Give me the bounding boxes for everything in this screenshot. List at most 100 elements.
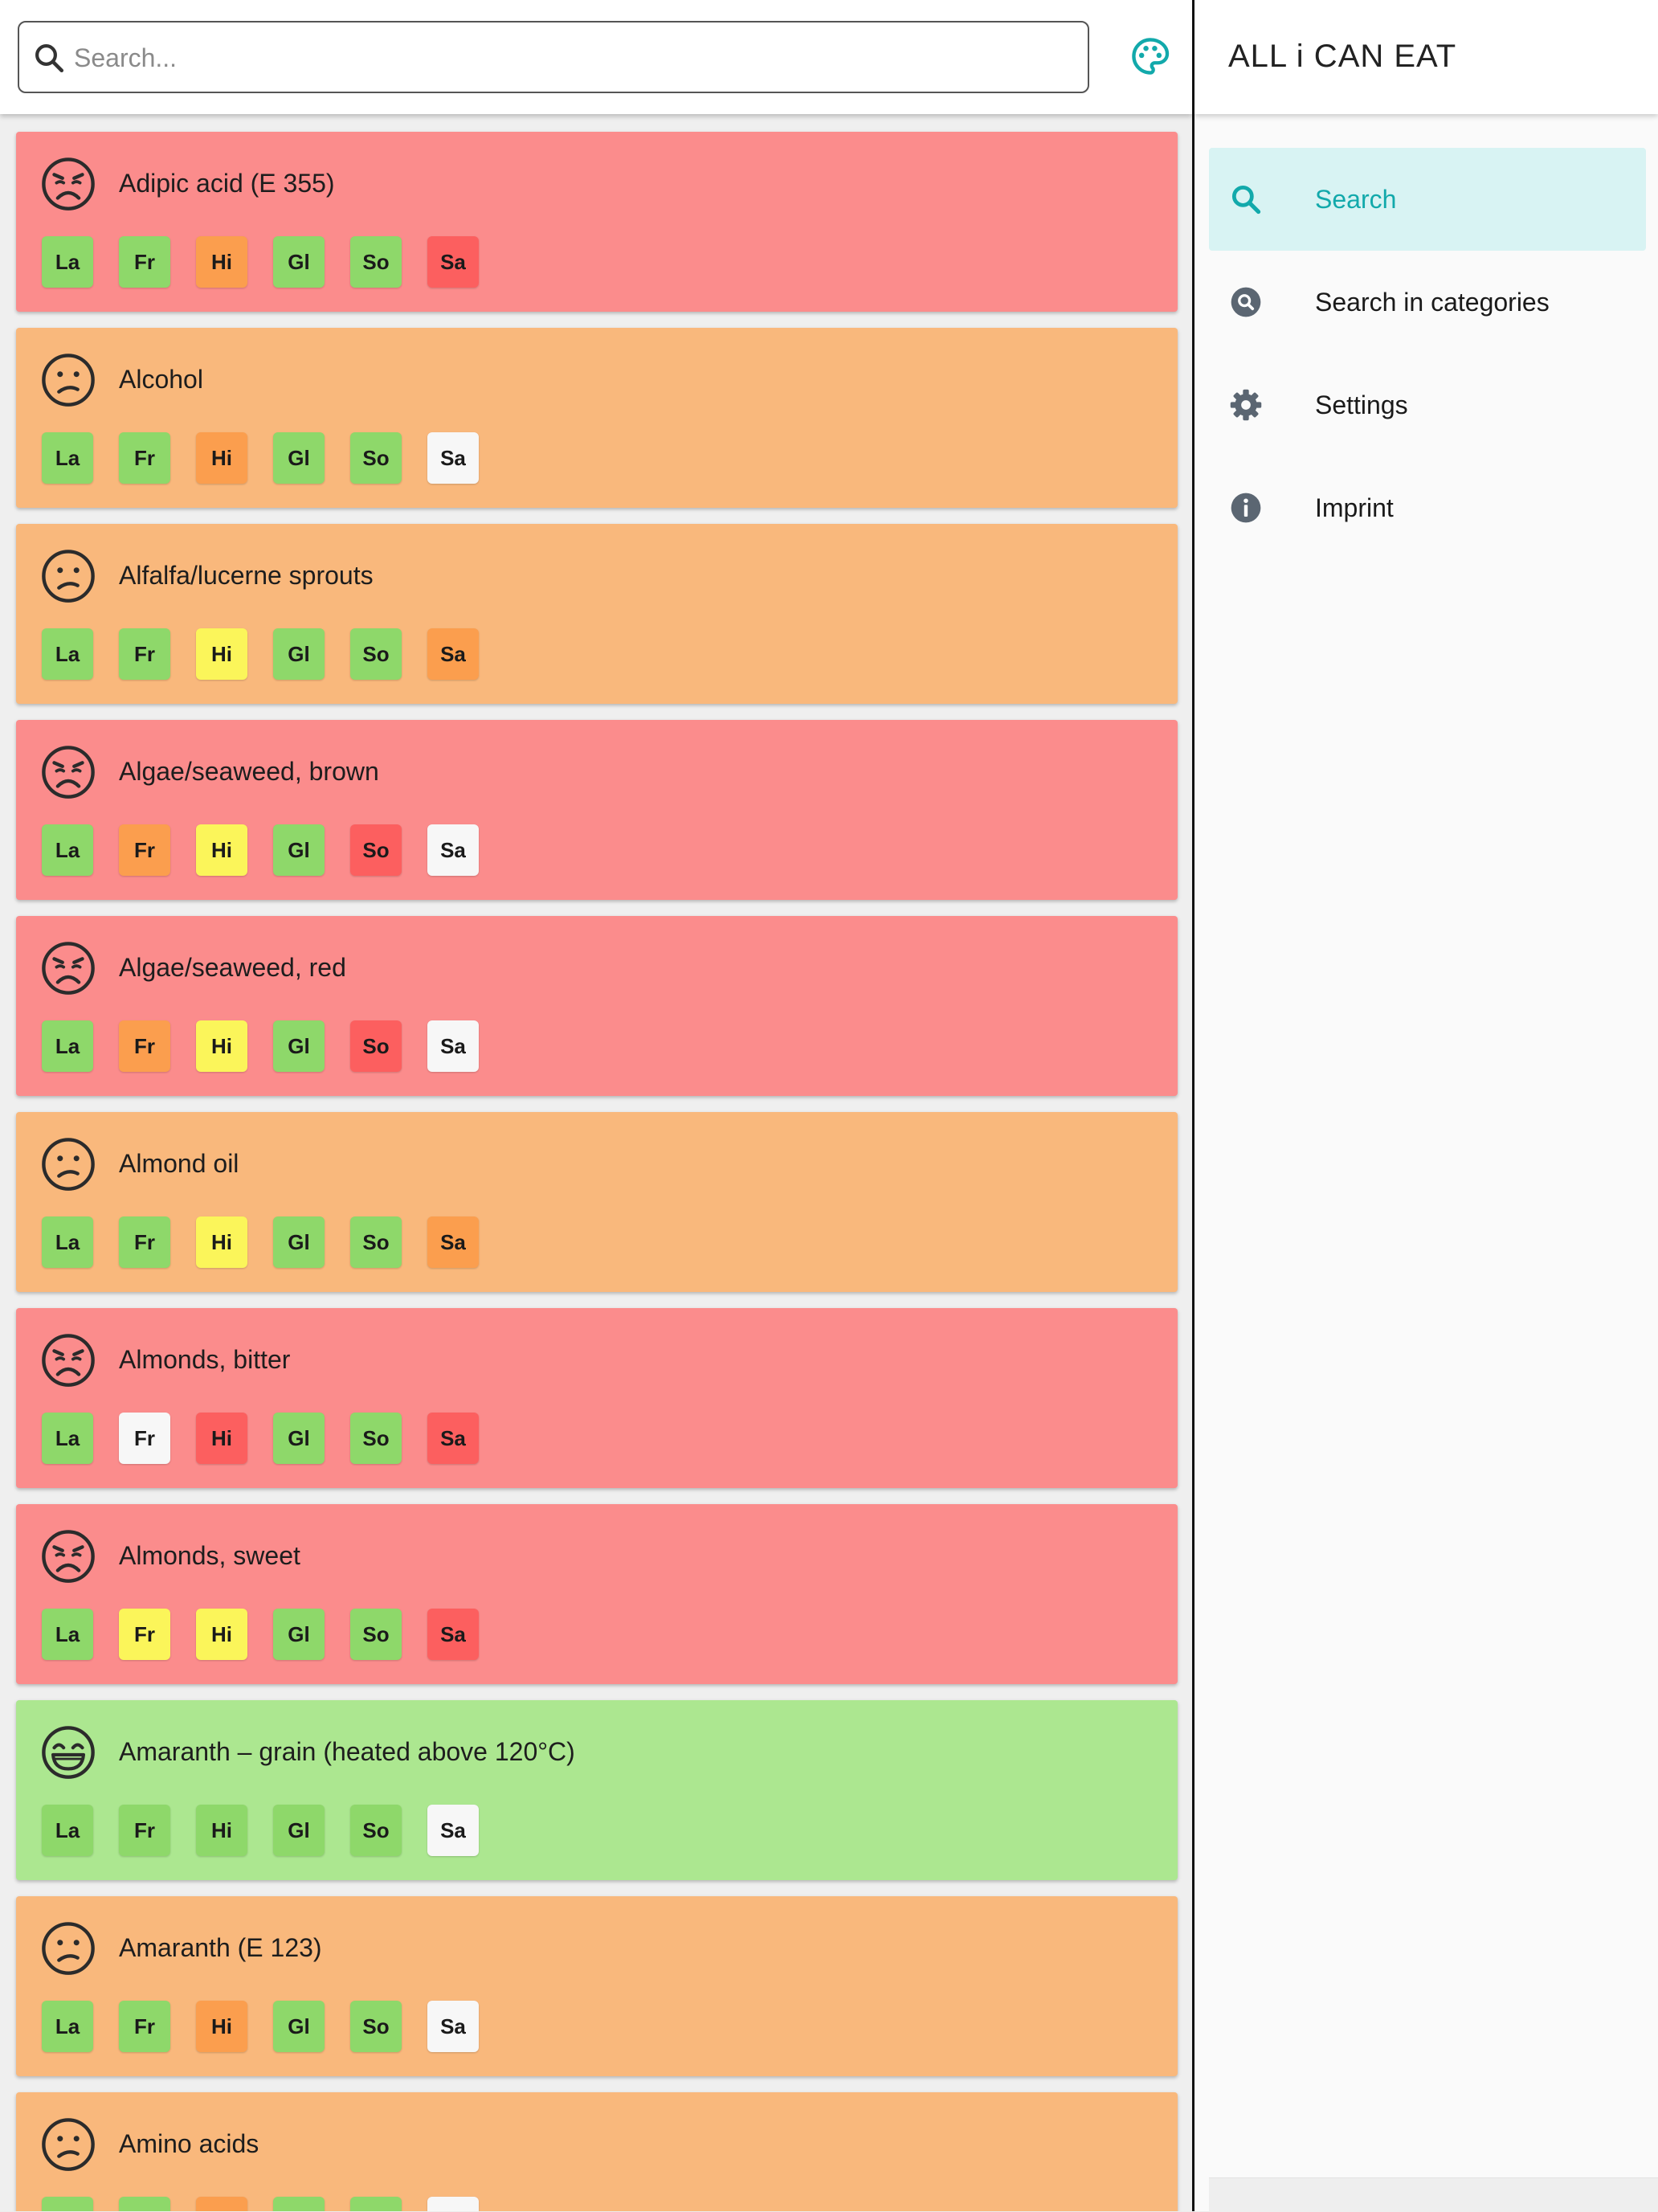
navigation-drawer: ALL i CAN EAT Search Search in categorie… <box>1194 0 1658 2212</box>
food-name: Almonds, sweet <box>119 1541 300 1570</box>
food-list: Adipic acid (E 355) La Fr Hi Gl So Sa Alcohol La… <box>16 132 1178 2211</box>
intolerance-badge: Hi <box>196 824 247 876</box>
food-card[interactable]: Amino acids La Fr Hi Gl So Sa <box>16 2092 1178 2211</box>
menu-item-search[interactable]: Search <box>1209 148 1646 251</box>
intolerance-badge: La <box>42 824 93 876</box>
menu-item-label: Imprint <box>1315 493 1394 522</box>
intolerance-badge: Hi <box>196 1805 247 1856</box>
intolerance-badge: So <box>350 236 402 288</box>
food-card[interactable]: Alfalfa/lucerne sprouts La Fr Hi Gl So Sa <box>16 524 1178 704</box>
intolerance-badge: Gl <box>273 1609 325 1660</box>
info-icon <box>1231 493 1261 523</box>
gear-icon <box>1230 389 1262 421</box>
confused-face-icon <box>42 550 95 603</box>
food-card[interactable]: Almonds, bitter La Fr Hi Gl So Sa <box>16 1308 1178 1488</box>
intolerance-badge: Gl <box>273 824 325 876</box>
intolerance-badge: Hi <box>196 1609 247 1660</box>
menu-item-imprint[interactable]: Imprint <box>1209 456 1646 559</box>
food-card[interactable]: Algae/seaweed, red La Fr Hi Gl So Sa <box>16 916 1178 1096</box>
intolerance-badges: La Fr Hi Gl So Sa <box>42 1609 504 1662</box>
menu-item-label: Search in categories <box>1315 288 1550 317</box>
intolerance-badge: Sa <box>427 1413 479 1464</box>
intolerance-badges: La Fr Hi Gl So Sa <box>42 1216 504 1270</box>
intolerance-badge: Sa <box>427 1216 479 1268</box>
confused-face-icon <box>42 1138 95 1191</box>
menu-item-settings[interactable]: Settings <box>1209 354 1646 456</box>
intolerance-badge: Fr <box>119 432 170 484</box>
food-card[interactable]: Alcohol La Fr Hi Gl So Sa <box>16 328 1178 508</box>
food-name: Amino acids <box>119 2129 259 2158</box>
intolerance-badge: Hi <box>196 2197 247 2211</box>
intolerance-badge: Fr <box>119 1020 170 1072</box>
food-card[interactable]: Amaranth – grain (heated above 120°C) La F… <box>16 1700 1178 1880</box>
intolerance-badges: La Fr Hi Gl So Sa <box>42 628 504 681</box>
food-card[interactable]: Almonds, sweet La Fr Hi Gl So Sa <box>16 1504 1178 1684</box>
food-card[interactable]: Algae/seaweed, brown La Fr Hi Gl So Sa <box>16 720 1178 900</box>
intolerance-badge: La <box>42 2001 93 2052</box>
intolerance-badge: Gl <box>273 1216 325 1268</box>
distressed-face-icon <box>42 1334 95 1387</box>
search-field[interactable] <box>18 21 1089 93</box>
menu-item-search-categories[interactable]: Search in categories <box>1209 251 1646 354</box>
intolerance-badge: Sa <box>427 1020 479 1072</box>
intolerance-badge: Gl <box>273 628 325 680</box>
intolerance-badge: Fr <box>119 1216 170 1268</box>
menu-item-label: Settings <box>1315 390 1408 419</box>
intolerance-badges: La Fr Hi Gl So Sa <box>42 236 504 289</box>
intolerance-badges: La Fr Hi Gl So Sa <box>42 2001 504 2054</box>
intolerance-badge: Fr <box>119 628 170 680</box>
food-list-pane: Adipic acid (E 355) La Fr Hi Gl So Sa Alcohol La… <box>0 0 1192 2211</box>
confused-face-icon <box>42 354 95 407</box>
intolerance-badge: So <box>350 824 402 876</box>
food-name: Alfalfa/lucerne sprouts <box>119 561 374 590</box>
distressed-face-icon <box>42 746 95 799</box>
intolerance-badge: Fr <box>119 2001 170 2052</box>
food-card[interactable]: Amaranth (E 123) La Fr Hi Gl So Sa <box>16 1896 1178 2076</box>
intolerance-badge: Fr <box>119 2197 170 2211</box>
intolerance-badges: La Fr Hi Gl So Sa <box>42 1413 504 1466</box>
intolerance-badge: Sa <box>427 2197 479 2211</box>
food-name: Amaranth – grain (heated above 120°C) <box>119 1737 575 1766</box>
intolerance-badges: La Fr Hi Gl So Sa <box>42 824 504 877</box>
food-card[interactable]: Almond oil La Fr Hi Gl So Sa <box>16 1112 1178 1292</box>
intolerance-badge: Gl <box>273 2001 325 2052</box>
food-card[interactable]: Adipic acid (E 355) La Fr Hi Gl So Sa <box>16 132 1178 312</box>
intolerance-badges: La Fr Hi Gl So Sa <box>42 2197 504 2211</box>
intolerance-badge: Fr <box>119 1805 170 1856</box>
happy-face-icon <box>42 1726 95 1779</box>
intolerance-badge: La <box>42 1216 93 1268</box>
intolerance-badge: La <box>42 432 93 484</box>
food-name: Almonds, bitter <box>119 1345 291 1374</box>
food-name: Adipic acid (E 355) <box>119 169 335 198</box>
intolerance-badges: La Fr Hi Gl So Sa <box>42 1805 504 1858</box>
intolerance-badge: La <box>42 1413 93 1464</box>
intolerance-badge: La <box>42 1805 93 1856</box>
intolerance-badge: Fr <box>119 824 170 876</box>
intolerance-badge: Hi <box>196 628 247 680</box>
food-name: Algae/seaweed, red <box>119 953 346 982</box>
intolerance-badge: So <box>350 1805 402 1856</box>
intolerance-badge: So <box>350 1216 402 1268</box>
search-icon <box>35 44 64 73</box>
intolerance-badge: La <box>42 1020 93 1072</box>
intolerance-badge: La <box>42 1609 93 1660</box>
confused-face-icon <box>42 2118 95 2171</box>
intolerance-badge: Gl <box>273 1413 325 1464</box>
intolerance-badge: So <box>350 2197 402 2211</box>
search-input[interactable] <box>72 34 1072 82</box>
search-icon <box>1231 185 1261 215</box>
intolerance-badge: Sa <box>427 1609 479 1660</box>
intolerance-badge: So <box>350 1609 402 1660</box>
intolerance-badge: Hi <box>196 2001 247 2052</box>
intolerance-badge: Sa <box>427 432 479 484</box>
intolerance-badge: Gl <box>273 236 325 288</box>
drawer-footer <box>1209 2177 1658 2212</box>
intolerance-badge: La <box>42 236 93 288</box>
intolerance-badge: Hi <box>196 432 247 484</box>
pane-divider <box>1192 0 1194 2211</box>
intolerance-badge: So <box>350 432 402 484</box>
search-toolbar <box>0 0 1192 114</box>
palette-icon[interactable] <box>1129 35 1171 77</box>
intolerance-badge: Sa <box>427 1805 479 1856</box>
intolerance-badge: So <box>350 2001 402 2052</box>
